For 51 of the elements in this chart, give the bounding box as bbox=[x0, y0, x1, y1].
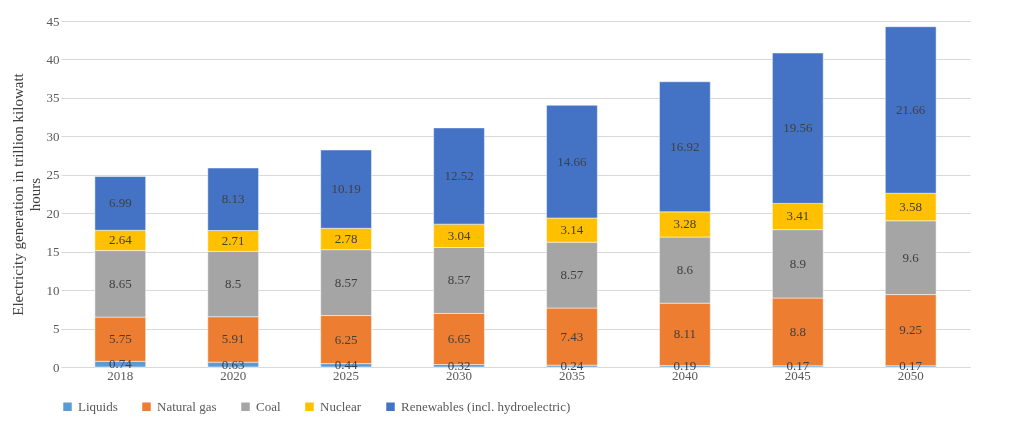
data-label: 0.44 bbox=[334, 357, 358, 373]
data-label: 21.66 bbox=[896, 101, 926, 117]
data-label: 3.41 bbox=[786, 208, 810, 224]
data-label: 2.78 bbox=[334, 230, 358, 246]
data-label: 16.92 bbox=[670, 138, 700, 154]
y-tick-label: 45 bbox=[46, 13, 60, 29]
y-tick-label: 35 bbox=[46, 90, 60, 106]
data-label: 3.58 bbox=[899, 198, 923, 214]
data-label: 8.57 bbox=[447, 272, 471, 288]
y-tick-label: 40 bbox=[46, 51, 60, 67]
data-label: 8.8 bbox=[789, 323, 806, 339]
legend-label: Natural gas bbox=[157, 398, 217, 414]
data-label: 19.56 bbox=[783, 120, 813, 136]
y-tick-label: 30 bbox=[46, 128, 60, 144]
data-label: 9.25 bbox=[899, 322, 923, 338]
data-label: 8.6 bbox=[676, 262, 694, 278]
data-label: 6.25 bbox=[334, 331, 358, 347]
data-label: 8.11 bbox=[673, 326, 697, 342]
data-label: 3.04 bbox=[447, 227, 471, 243]
y-tick-label: 5 bbox=[53, 321, 60, 337]
legend-label: Coal bbox=[256, 398, 281, 414]
legend-label: Nuclear bbox=[320, 398, 362, 414]
y-tick-label: 25 bbox=[46, 167, 60, 183]
data-label: 6.99 bbox=[108, 195, 132, 211]
y-axis-title: Electricity generation in trillion kilowatt hours bbox=[9, 72, 43, 316]
data-label: 0.32 bbox=[447, 357, 471, 373]
data-label: 8.5 bbox=[225, 276, 242, 292]
data-label: 12.52 bbox=[444, 168, 474, 184]
data-label: 8.65 bbox=[108, 275, 132, 291]
data-label: 8.57 bbox=[560, 267, 584, 283]
x-tick-label: 2018 bbox=[107, 367, 134, 383]
data-label: 8.9 bbox=[789, 255, 806, 271]
legend-label: Renewables (incl. hydroelectric) bbox=[401, 398, 571, 414]
y-tick-label: 10 bbox=[46, 282, 60, 298]
data-label: 9.6 bbox=[902, 249, 920, 265]
data-label: 5.91 bbox=[221, 331, 245, 347]
data-label: 2.71 bbox=[221, 232, 245, 248]
data-label: 8.13 bbox=[221, 191, 245, 207]
data-label: 14.66 bbox=[557, 153, 588, 169]
data-label: 3.14 bbox=[560, 222, 584, 238]
data-label: 2.64 bbox=[108, 232, 133, 248]
y-tick-label: 20 bbox=[46, 205, 60, 221]
data-label: 5.75 bbox=[108, 331, 132, 347]
data-label: 6.65 bbox=[447, 330, 471, 346]
data-label: 7.43 bbox=[560, 328, 584, 344]
data-label: 8.57 bbox=[334, 274, 358, 290]
data-label: 10.19 bbox=[331, 181, 361, 197]
data-label: 3.28 bbox=[673, 216, 697, 232]
y-tick-label: 0 bbox=[53, 359, 60, 375]
legend-label: Liquids bbox=[78, 398, 118, 414]
y-tick-label: 15 bbox=[46, 244, 60, 260]
